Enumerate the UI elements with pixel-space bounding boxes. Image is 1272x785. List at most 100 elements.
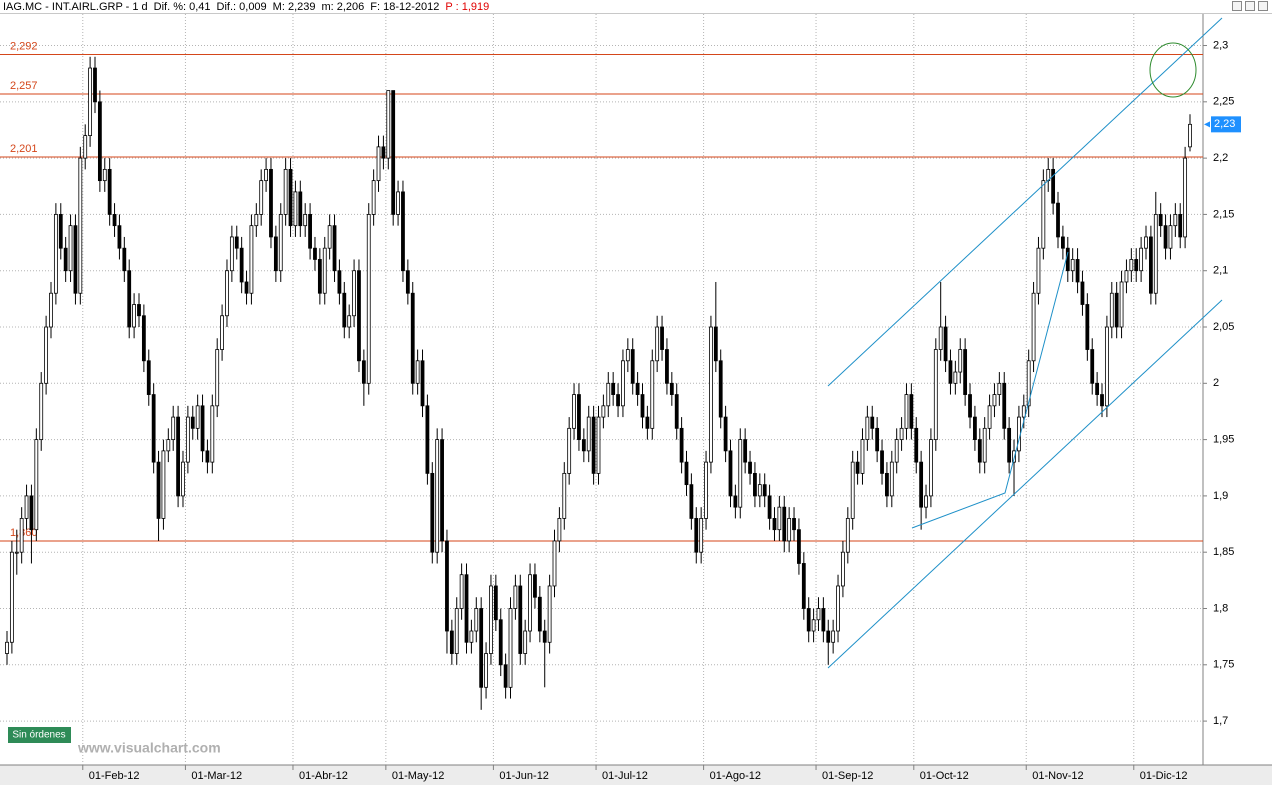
candle-body [1075,259,1080,283]
candle-body [185,416,190,463]
candle-body [660,326,664,350]
candle-body [713,326,718,362]
candle-body [58,214,63,249]
candle-body [577,394,581,441]
candle-body [24,495,29,519]
candle-body [239,247,244,283]
candle-body [386,90,391,159]
candle-body [777,506,782,531]
candle-body [963,349,968,395]
candle-body [987,405,992,429]
candle-body [547,585,552,643]
candle-body [479,608,484,688]
plot-background [0,14,1203,765]
candle-body [53,214,58,294]
candle-body [430,472,435,553]
candle-body [151,394,156,463]
candle-body [225,270,229,317]
candle-body [674,394,679,429]
candle-body [855,461,860,474]
candle-body [161,450,166,519]
candle-body [811,619,816,632]
x-tick-label: 01-Nov-12 [1032,770,1083,782]
candle-body [929,439,933,497]
candle-body [865,416,870,441]
candle-body [948,360,953,384]
candle-body [34,439,39,531]
candle-body [533,574,537,598]
candle-body [210,405,215,463]
y-tick-label: 2,15 [1213,208,1234,220]
candle-body [831,630,836,643]
trend-line [827,299,1223,669]
candle-body [513,585,518,609]
candle-body [841,551,845,587]
candle-body [645,416,650,429]
x-tick-label: 01-Abr-12 [299,770,348,782]
candle-body [718,360,723,418]
candle-body [992,394,997,407]
candle-body [748,461,752,474]
candle-body [914,427,919,463]
candle-body [190,416,195,429]
candle-body [762,484,767,497]
candle-body [1158,214,1163,227]
candle-body [244,281,249,294]
candle-body [112,214,117,227]
candle-body [49,292,53,328]
candle-body [1002,382,1007,429]
candle-body [269,168,273,238]
candle-body [528,574,532,632]
candle-body [772,518,777,531]
candle-body [885,472,889,497]
candle-body [73,225,78,294]
candle-body [449,630,454,654]
candle-body [909,394,914,429]
candle-body [797,529,801,564]
candle-body [9,551,14,643]
candle-body [220,315,224,350]
candle-body [557,518,562,542]
candle-body [249,225,254,294]
candle-body [860,439,865,474]
candle-body [29,495,34,531]
candle-body [655,326,660,362]
candle-body [156,461,161,519]
candle-body [537,596,542,632]
candle-body [958,349,963,373]
x-tick-label: 01-Jun-12 [499,770,549,782]
maximize-button[interactable] [1245,1,1255,11]
axis-panel [1203,14,1272,765]
candle-body [572,394,576,429]
candle-body [669,382,674,395]
x-tick-label: 01-Oct-12 [920,770,969,782]
candle-body [997,382,1002,395]
candle-body [1041,180,1046,249]
candle-body [1124,270,1129,283]
status-badge: Sin órdenes [12,730,65,741]
candle-body [792,518,796,531]
close-button[interactable] [1258,1,1268,11]
trend-line [911,251,1069,529]
y-tick-label: 1,75 [1213,659,1234,671]
highlight-ellipse [1149,42,1197,98]
candle-body [278,214,283,272]
candle-body [870,416,875,429]
candle-body [39,382,44,441]
candle-body [1109,292,1114,328]
candle-body [601,405,606,418]
candle-body [352,270,356,317]
candle-body [122,247,127,272]
candle-body [508,608,513,688]
candle-body [313,247,317,260]
level-label: 1,860 [10,527,38,539]
candle-body [738,439,743,508]
candle-body [518,585,523,654]
candle-body [127,270,132,328]
candle-body [977,439,982,463]
candle-body [498,619,503,666]
candle-body [904,394,909,429]
candle-body [166,439,171,452]
candle-body [899,427,904,441]
minimize-button[interactable] [1232,1,1242,11]
